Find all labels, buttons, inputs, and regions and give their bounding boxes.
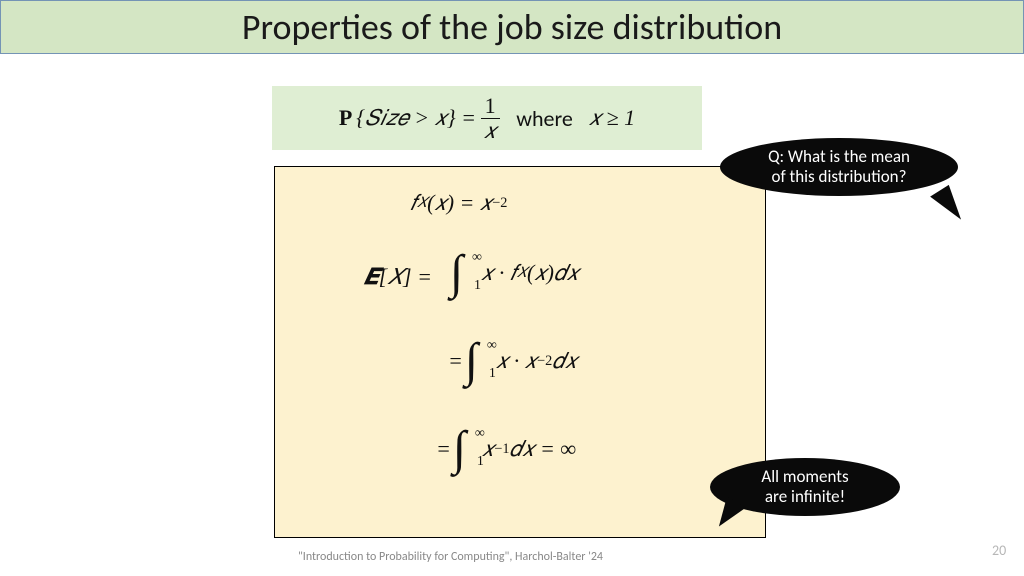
probability-equation: P {𝑆𝑖𝑧𝑒 > 𝑥} = 1 𝑥	[339, 95, 500, 142]
integral-sign-3: ∫ 1 ∞	[453, 430, 466, 468]
int3-hi: ∞	[475, 426, 485, 442]
x-condition: 𝑥 ≥ 1	[589, 105, 635, 131]
int1-lo: 1	[474, 278, 481, 294]
answer-bubble-text: All moments are infinite!	[761, 467, 848, 508]
slide: Properties of the job size distribution …	[0, 0, 1024, 576]
int3-lo: 1	[477, 454, 484, 470]
density-arg: (𝑥) = 𝑥	[427, 190, 492, 216]
a-line1: All moments	[761, 466, 848, 487]
question-bubble-tail	[930, 185, 968, 227]
expectation-integral-2: = ∫ 1 ∞ 𝑥 · 𝑥 −2 𝑑𝑥	[448, 342, 577, 380]
prob-body: {𝑆𝑖𝑧𝑒 > 𝑥} =	[356, 105, 476, 131]
frac-num: 1	[481, 95, 500, 119]
int3-b: 𝑑𝑥 = ∞	[510, 436, 577, 462]
question-bubble: Q: What is the mean of this distribution…	[720, 138, 958, 196]
prob-P: P	[339, 105, 352, 131]
q-line2: of this distribution?	[772, 166, 907, 187]
line2-pre: =	[448, 348, 463, 374]
density-equation: 𝑓 𝑋 (𝑥) = 𝑥 −2	[410, 190, 507, 216]
E-symbol: 𝑬	[364, 264, 379, 290]
int1-hi: ∞	[472, 250, 482, 266]
where-label: where	[516, 105, 573, 132]
footer-citation: "Introduction to Probability for Computi…	[298, 550, 603, 564]
line3-pre: =	[436, 436, 451, 462]
expectation-lhs: 𝑬 [𝑋] =	[364, 264, 432, 290]
title-bar: Properties of the job size distribution	[0, 0, 1024, 54]
slide-title: Properties of the job size distribution	[242, 5, 782, 49]
density-f: 𝑓	[410, 190, 417, 216]
frac-den: 𝑥	[480, 119, 500, 142]
integral-sign-2: ∫ 1 ∞	[465, 342, 478, 380]
int1-b: (𝑥)𝑑𝑥	[527, 260, 579, 286]
page-number: 20	[992, 542, 1006, 559]
prob-fraction: 1 𝑥	[480, 95, 500, 142]
E-bracket: [𝑋] =	[379, 264, 432, 290]
int2-hi: ∞	[487, 338, 497, 354]
question-bubble-text: Q: What is the mean of this distribution…	[768, 147, 910, 188]
int2-b: 𝑑𝑥	[552, 348, 577, 374]
probability-definition-box: P {𝑆𝑖𝑧𝑒 > 𝑥} = 1 𝑥 where 𝑥 ≥ 1	[272, 86, 702, 150]
a-line2: are infinite!	[765, 486, 845, 507]
expectation-integral-1: ∫ 1 ∞ 𝑥 · 𝑓 𝑋 (𝑥)𝑑𝑥	[448, 254, 579, 292]
q-line1: Q: What is the mean	[768, 146, 910, 167]
integral-sign-1: ∫ 1 ∞	[450, 254, 463, 292]
int2-a: 𝑥 · 𝑥	[496, 348, 537, 374]
int2-lo: 1	[489, 366, 496, 382]
expectation-integral-3: = ∫ 1 ∞ 𝑥 −1 𝑑𝑥 = ∞	[436, 430, 576, 468]
int1-a: 𝑥 · 𝑓	[481, 260, 517, 286]
